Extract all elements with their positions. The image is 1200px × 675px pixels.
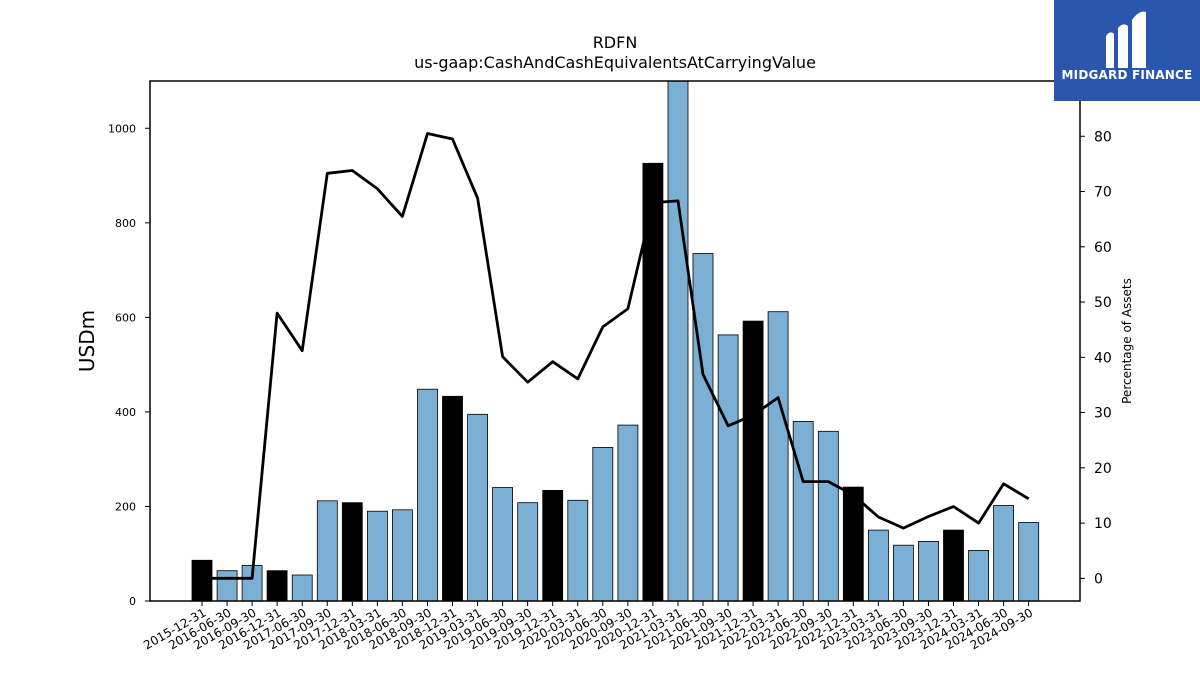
bar bbox=[592, 446, 614, 602]
y-tick-label: 200 bbox=[115, 500, 136, 513]
bar bbox=[742, 320, 764, 602]
bar bbox=[868, 529, 889, 602]
y2-tick-label: 20 bbox=[1094, 461, 1112, 477]
y-tick-label: 400 bbox=[115, 406, 136, 419]
bar bbox=[918, 541, 939, 602]
bar bbox=[316, 500, 338, 602]
bar bbox=[993, 505, 1014, 602]
chart-subtitle: us-gaap:CashAndCashEquivalentsAtCarrying… bbox=[414, 53, 816, 72]
bar bbox=[692, 253, 714, 602]
bar bbox=[191, 559, 213, 602]
x-axis-ticks: 2015-12-312016-06-302016-09-302016-12-31… bbox=[141, 601, 1035, 652]
bar bbox=[467, 413, 489, 602]
y-axis-ticks: 0 200 400 600 800 1000 bbox=[108, 122, 150, 608]
y-tick-label: 1000 bbox=[108, 122, 136, 135]
bar bbox=[442, 395, 463, 602]
y-axis-label: USDm bbox=[75, 310, 99, 372]
y2-tick-label: 40 bbox=[1094, 350, 1112, 366]
bar bbox=[968, 550, 989, 602]
chart-title: RDFN bbox=[593, 33, 638, 52]
bar bbox=[792, 420, 814, 602]
bar bbox=[291, 574, 313, 602]
y2-axis-ticks: 0 10 20 30 40 50 60 70 80 bbox=[1080, 129, 1112, 587]
y2-tick-label: 30 bbox=[1094, 406, 1112, 422]
y2-tick-label: 10 bbox=[1094, 516, 1112, 532]
bar bbox=[366, 510, 388, 602]
bar bbox=[391, 509, 413, 602]
bar bbox=[817, 430, 839, 602]
bar bbox=[567, 499, 589, 602]
midgard-logo-icon bbox=[1106, 11, 1146, 68]
y-tick-label: 0 bbox=[129, 595, 136, 608]
bar bbox=[341, 502, 363, 602]
brand-logo: MIDGARD FINANCE bbox=[1054, 0, 1200, 101]
brand-name: MIDGARD FINANCE bbox=[1061, 68, 1193, 82]
bar bbox=[943, 529, 964, 602]
bar bbox=[667, 80, 689, 602]
plot-frame bbox=[149, 80, 1081, 602]
y2-tick-label: 0 bbox=[1094, 571, 1103, 587]
bar bbox=[417, 388, 438, 602]
bar bbox=[1018, 522, 1040, 602]
bar bbox=[893, 544, 914, 602]
bar bbox=[717, 334, 739, 602]
y-tick-label: 600 bbox=[115, 311, 136, 324]
line-series bbox=[202, 132, 1030, 580]
bar bbox=[767, 311, 789, 602]
y2-tick-label: 50 bbox=[1094, 295, 1112, 311]
bar bbox=[216, 570, 238, 602]
bar bbox=[492, 487, 514, 602]
bar bbox=[542, 489, 564, 602]
y-tick-label: 800 bbox=[115, 217, 136, 230]
y2-tick-label: 80 bbox=[1094, 129, 1112, 145]
line-layer bbox=[202, 132, 1030, 580]
y2-axis-label: Percentage of Assets bbox=[1120, 278, 1134, 404]
y2-tick-label: 70 bbox=[1094, 185, 1112, 201]
bar bbox=[842, 486, 864, 602]
y2-tick-label: 60 bbox=[1094, 240, 1112, 256]
bar bbox=[517, 502, 539, 602]
bar bbox=[266, 570, 288, 602]
bar bbox=[617, 424, 639, 602]
